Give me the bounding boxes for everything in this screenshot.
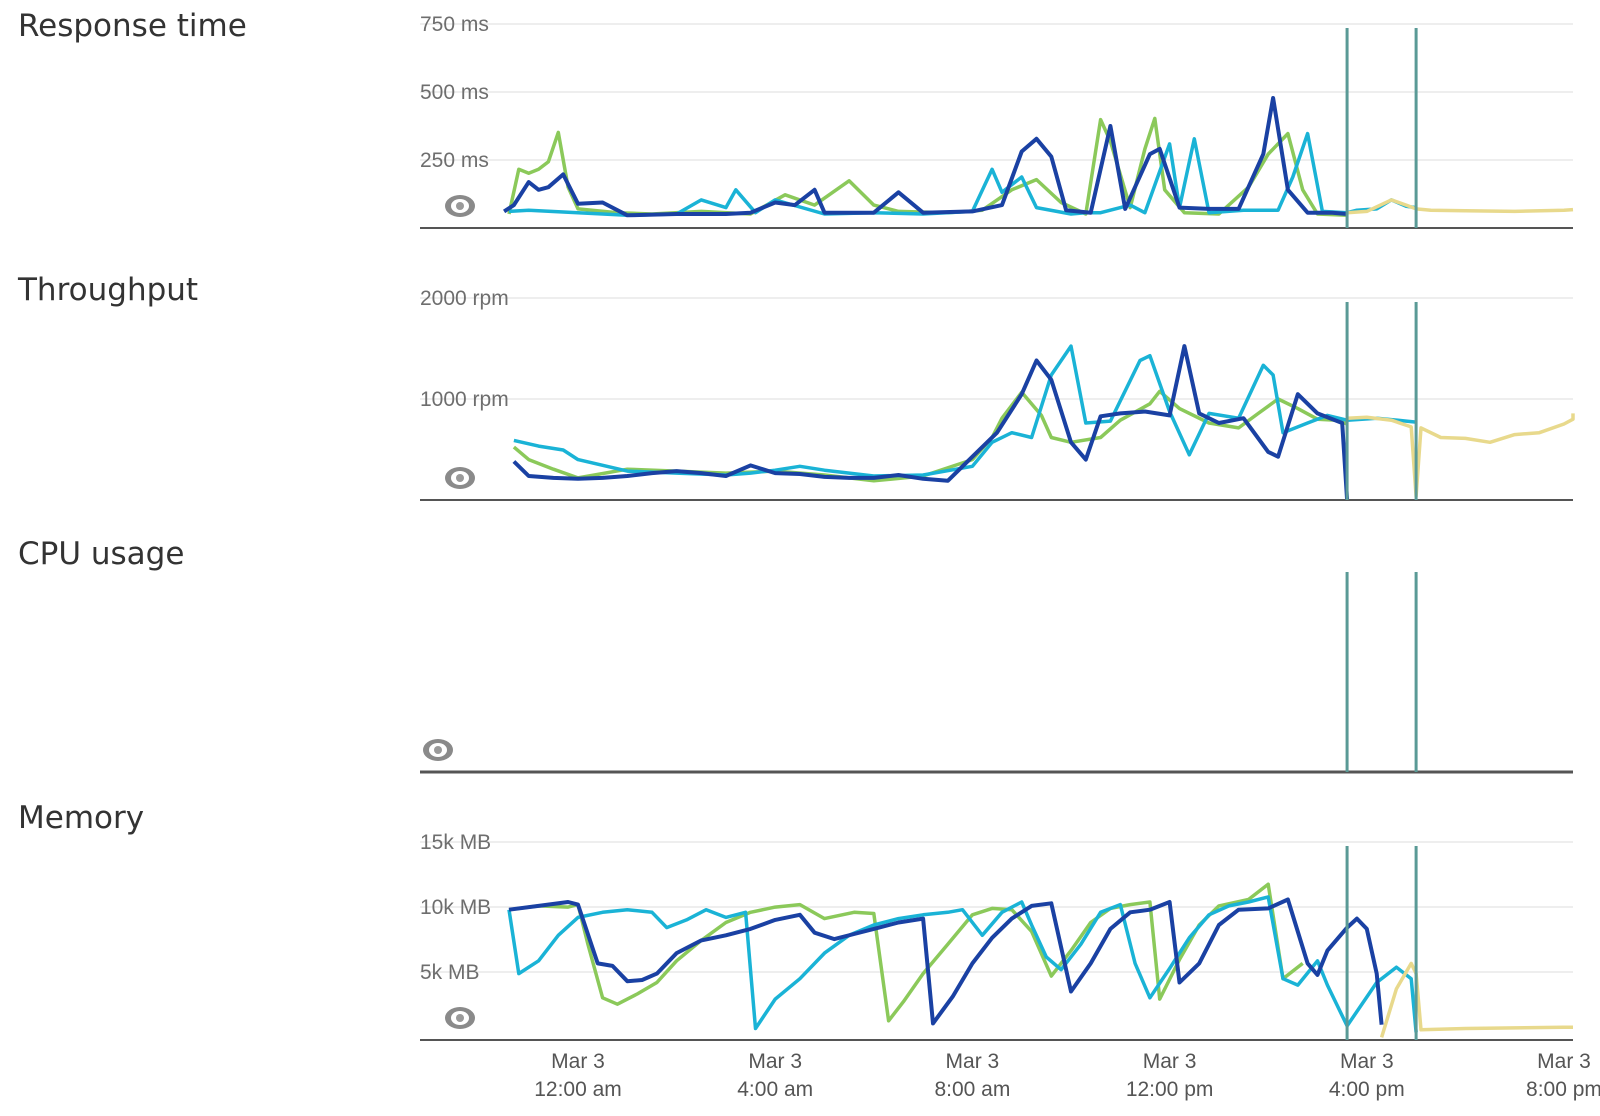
y-tick-label: 750 ms	[420, 13, 489, 36]
panel-title-response-time: Response time	[18, 8, 247, 44]
x-tick-time: 4:00 pm	[1329, 1078, 1405, 1101]
series-line-cyan	[507, 895, 1418, 1033]
x-tick-time: 8:00 am	[934, 1078, 1010, 1101]
y-tick-label: 500 ms	[420, 81, 489, 104]
eye-icon[interactable]	[445, 467, 475, 489]
panel-title-cpu-usage: CPU usage	[18, 536, 185, 572]
x-tick-date: Mar 3	[946, 1050, 1000, 1073]
chart-cpu	[420, 572, 1573, 774]
series-line-green	[512, 389, 1348, 483]
x-tick-date: Mar 3	[1340, 1050, 1394, 1073]
x-tick-time: 12:00 am	[534, 1078, 622, 1101]
x-tick-time: 4:00 am	[737, 1078, 813, 1101]
x-tick-date: Mar 3	[551, 1050, 605, 1073]
series-line-green	[507, 116, 1348, 218]
y-tick-label: 10k MB	[420, 896, 491, 919]
series-line-yellow	[1379, 961, 1573, 1038]
x-tick-time: 12:00 pm	[1126, 1078, 1214, 1101]
series-line-green	[508, 882, 1304, 1023]
chart-throughput: 2000 rpm 1000 rpm	[420, 287, 1575, 501]
series-line-navy	[508, 897, 1384, 1026]
chart-response: 750 ms 500 ms 250 ms	[420, 13, 1574, 229]
eye-icon[interactable]	[423, 739, 453, 761]
y-tick-label: 2000 rpm	[420, 287, 509, 310]
x-tick-date: Mar 3	[1537, 1050, 1591, 1073]
y-tick-label: 250 ms	[420, 149, 489, 172]
series-line-yellow	[1347, 413, 1575, 498]
chart-memory: 15k MB 10k MB 5k MB	[420, 831, 1573, 1041]
series-line-cyan	[513, 344, 1417, 478]
x-tick-date: Mar 3	[1143, 1050, 1197, 1073]
x-tick-time: 8:00 pm	[1526, 1078, 1600, 1101]
panel-title-throughput: Throughput	[18, 272, 199, 308]
x-tick-date: Mar 3	[748, 1050, 802, 1073]
y-tick-label: 5k MB	[420, 961, 480, 984]
y-tick-label: 15k MB	[420, 831, 491, 854]
series-line-navy	[512, 344, 1350, 501]
eye-icon[interactable]	[445, 1007, 475, 1029]
y-tick-label: 1000 rpm	[420, 388, 509, 411]
series-line-yellow	[1346, 198, 1574, 215]
series-line-navy	[503, 96, 1348, 218]
eye-icon[interactable]	[445, 195, 475, 217]
panel-title-memory: Memory	[18, 800, 145, 836]
